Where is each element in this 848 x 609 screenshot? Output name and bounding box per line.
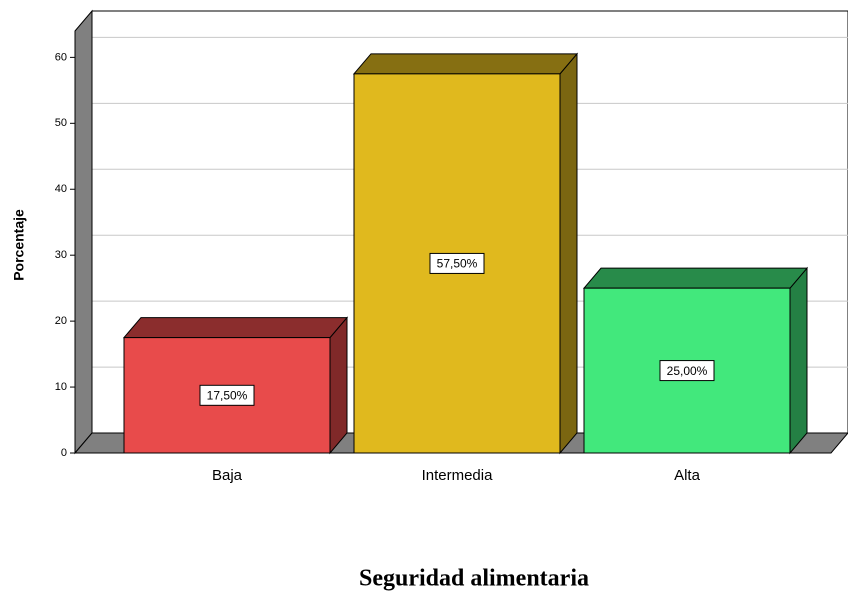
bar-side	[329, 316, 348, 455]
bar-top	[582, 267, 809, 289]
value-label: 17,50%	[207, 388, 248, 402]
y-tick-label: 30	[55, 249, 67, 261]
x-tick-label: Alta	[674, 467, 701, 484]
value-label: 57,50%	[437, 257, 478, 271]
bar-side	[559, 52, 578, 455]
value-label-box	[659, 360, 715, 382]
y-tick-label: 0	[61, 447, 67, 459]
value-label-box	[199, 384, 255, 406]
left-wall	[74, 9, 93, 455]
y-tick-label: 40	[55, 183, 67, 195]
y-tick-label: 50	[55, 117, 67, 129]
value-label: 25,00%	[667, 364, 708, 378]
bar-top	[352, 53, 579, 75]
y-tick-label: 20	[55, 315, 67, 327]
chart-title: Seguridad alimentaria	[359, 566, 589, 592]
y-axis-label: Porcentaje	[11, 209, 27, 281]
x-tick-label: Baja	[212, 467, 243, 484]
value-label-box	[429, 252, 485, 274]
y-tick-label: 60	[55, 51, 67, 63]
x-tick-label: Intermedia	[422, 467, 494, 484]
y-tick-label: 10	[55, 381, 67, 393]
bar-side	[789, 266, 808, 455]
bar-top	[122, 317, 349, 339]
